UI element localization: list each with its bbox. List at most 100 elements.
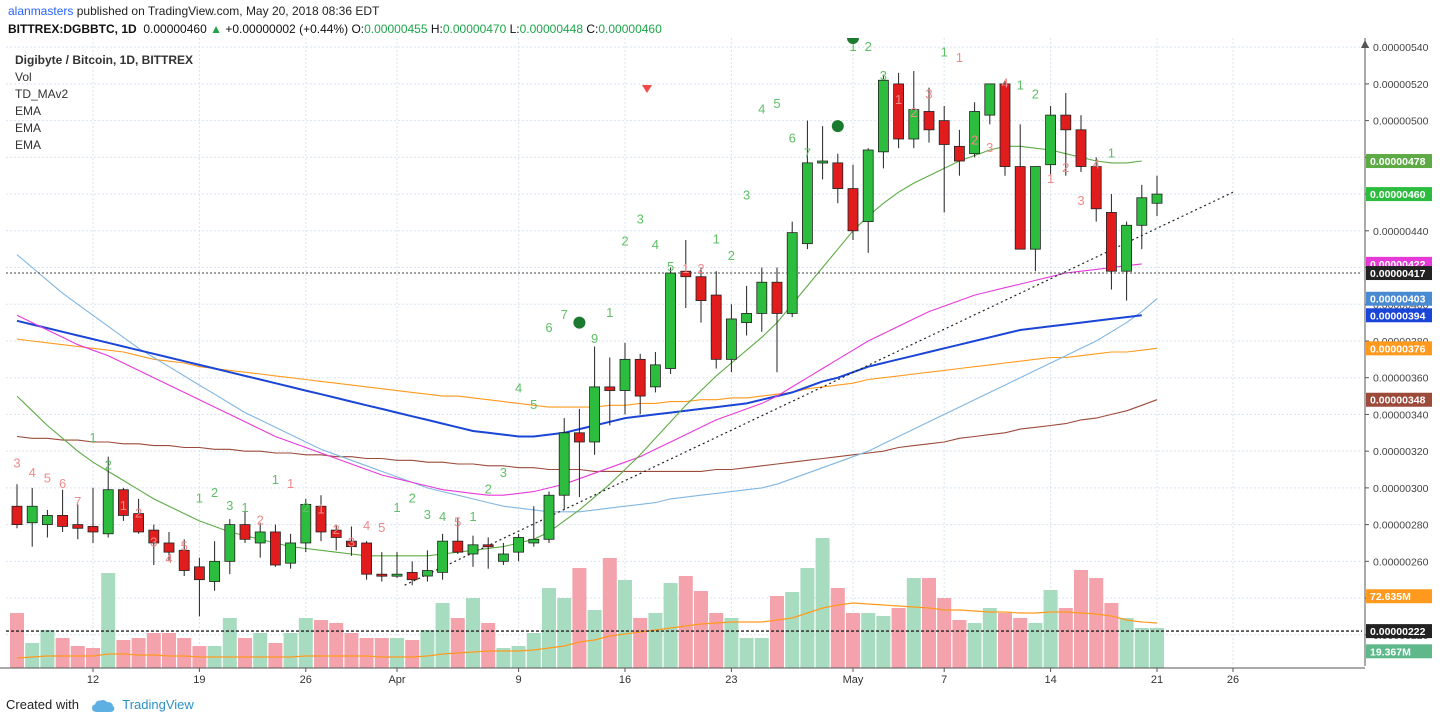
candle-body	[710, 294, 722, 360]
candle-body	[452, 540, 464, 553]
candle-body	[650, 364, 661, 388]
td-label: 2	[135, 505, 142, 520]
td-label: 2	[257, 513, 264, 528]
volume-bar	[770, 596, 784, 668]
volume-bar	[967, 623, 982, 668]
low-value: 0.00000448	[519, 22, 584, 36]
candle-body	[133, 513, 145, 533]
td-label: 4	[363, 518, 370, 533]
td-label: 3	[880, 68, 887, 83]
td-label: 1	[895, 92, 902, 107]
candle-body	[923, 111, 935, 131]
td-label: 3	[637, 211, 644, 226]
candle-body	[786, 232, 798, 314]
time-tick-label: 9	[516, 674, 522, 686]
candle-body	[239, 524, 251, 540]
price-label-box	[1366, 341, 1432, 356]
volume-bar	[618, 580, 632, 668]
candle-body	[1121, 224, 1132, 272]
close-label: C:	[586, 22, 599, 36]
tradingview-link[interactable]: TradingView	[122, 697, 194, 712]
price-label-text: 0.00000417	[1370, 268, 1426, 280]
volume-bar	[268, 643, 283, 668]
td-label: 3	[424, 507, 431, 522]
td-label: 4	[758, 101, 765, 116]
volume-bar	[298, 618, 313, 668]
candle-body	[1151, 193, 1163, 204]
candle-body	[695, 276, 707, 301]
indicator-legend: Digibyte / Bitcoin, 1D, BITTREX Vol TD_MAv…	[15, 53, 193, 152]
price-tick-label: 0.00000340	[1373, 409, 1429, 421]
axis-arrow-icon	[1361, 40, 1369, 48]
volume-bar	[1058, 608, 1073, 668]
td-label: 7	[74, 494, 81, 509]
tradingview-cloud-icon	[91, 699, 114, 712]
td-label: 5	[44, 470, 51, 485]
ema-line	[16, 254, 1158, 513]
volume-bar	[359, 638, 374, 668]
ema-line	[16, 338, 1158, 408]
volume-bar	[952, 620, 967, 668]
axes: 0.000005400.000005200.000005000.00000480…	[0, 38, 1432, 686]
price-label-box	[1366, 291, 1432, 306]
price-tick-label: 0.00000260	[1373, 556, 1429, 568]
candle-body	[178, 549, 190, 571]
td-label: 2	[333, 522, 340, 537]
candle-body	[421, 570, 433, 577]
price-label-text: 0.00000394	[1370, 310, 1426, 322]
td-label: 2	[1032, 87, 1039, 102]
td-label: 4	[1001, 76, 1008, 91]
published-text: published on TradingView.com, May 20, 20…	[76, 4, 380, 18]
candle-body	[558, 432, 570, 496]
price-label-text: 0.00000222	[1370, 626, 1426, 638]
candle-body	[619, 358, 631, 391]
td-label: 1	[272, 472, 279, 487]
candle-body	[163, 542, 175, 553]
candle-body	[528, 538, 540, 544]
volume-bar	[830, 588, 845, 668]
legend-item: Vol	[15, 70, 32, 84]
volume-bar	[314, 620, 328, 668]
ema-lines	[6, 145, 1362, 659]
candle-body	[1045, 114, 1056, 166]
volume-bar	[450, 618, 465, 668]
author-link[interactable]: alanmasters	[8, 4, 74, 18]
price-label-box	[1366, 624, 1432, 639]
volume-bar	[602, 558, 617, 668]
td-label: 6	[59, 476, 66, 491]
volume-bar	[861, 613, 876, 668]
price-tick-label: 0.00000520	[1373, 79, 1429, 91]
volume-bar	[937, 598, 952, 668]
candle-body	[634, 358, 646, 397]
volume-bar	[891, 608, 906, 668]
candle-body	[604, 386, 616, 391]
volume-bar	[344, 633, 359, 668]
volume-bar	[663, 583, 678, 668]
low-label: L:	[509, 22, 520, 36]
td-label: 4	[652, 237, 659, 252]
price-label-text: 72.635M	[1370, 591, 1411, 603]
candle-body	[832, 162, 844, 189]
time-tick-label: 26	[300, 674, 312, 686]
time-tick-label: 26	[1227, 674, 1239, 686]
td-label: 5	[378, 520, 385, 535]
td-label: 5	[530, 397, 537, 412]
td-label: 2	[105, 458, 112, 473]
volume-bar	[70, 646, 85, 668]
td-label: 1	[120, 498, 127, 513]
candle-body	[1030, 166, 1041, 250]
created-with-text: Created with	[6, 697, 79, 712]
td-label: 6	[789, 131, 796, 146]
candle-body	[862, 149, 874, 223]
td-label: 5	[181, 538, 188, 553]
volume-bar	[648, 613, 663, 668]
td-label: 2	[1062, 160, 1069, 175]
td-label: 1	[956, 50, 963, 65]
volume-bar	[146, 633, 161, 668]
td-label: 2	[485, 481, 492, 496]
td-label: 5	[667, 259, 674, 274]
volume-bar	[177, 638, 192, 668]
candle-body	[497, 553, 509, 562]
